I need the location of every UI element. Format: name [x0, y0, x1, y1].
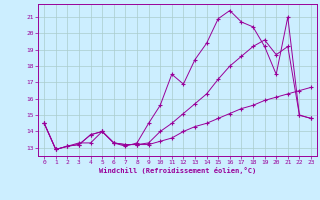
- X-axis label: Windchill (Refroidissement éolien,°C): Windchill (Refroidissement éolien,°C): [99, 167, 256, 174]
